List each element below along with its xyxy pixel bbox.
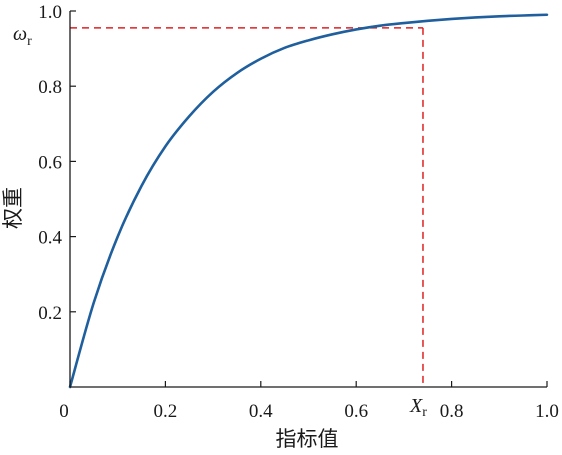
y-tick-label: 0.4 <box>38 228 62 249</box>
x-tick-label: 0.4 <box>249 401 273 422</box>
y-tick-label: 1.0 <box>38 2 62 23</box>
x-axis-title: 指标值 <box>276 427 339 451</box>
y-reference-label: ωr <box>13 23 32 49</box>
x-tick-label: 1.0 <box>535 401 559 422</box>
ticks: 0 0.2 0.4 0.6 0.8 1.0 0.2 0.4 0.6 0.8 1.0 <box>38 2 559 422</box>
x-tick-label: 0 <box>59 401 69 422</box>
x-tick-label: 0.2 <box>154 401 178 422</box>
series-layer <box>68 13 549 389</box>
y-tick-label: 0.6 <box>38 152 62 173</box>
reference-lines <box>70 27 424 387</box>
y-tick-label: 0.2 <box>38 303 62 324</box>
axes <box>69 11 547 388</box>
x-tick-label: 0.8 <box>440 401 464 422</box>
x-reference-label: Xr <box>409 395 427 420</box>
y-tick-label: 0.8 <box>38 77 62 98</box>
y-axis-title: 权重 <box>1 187 25 229</box>
x-tick-label: 0.6 <box>344 401 368 422</box>
series-line-0 <box>68 13 549 389</box>
